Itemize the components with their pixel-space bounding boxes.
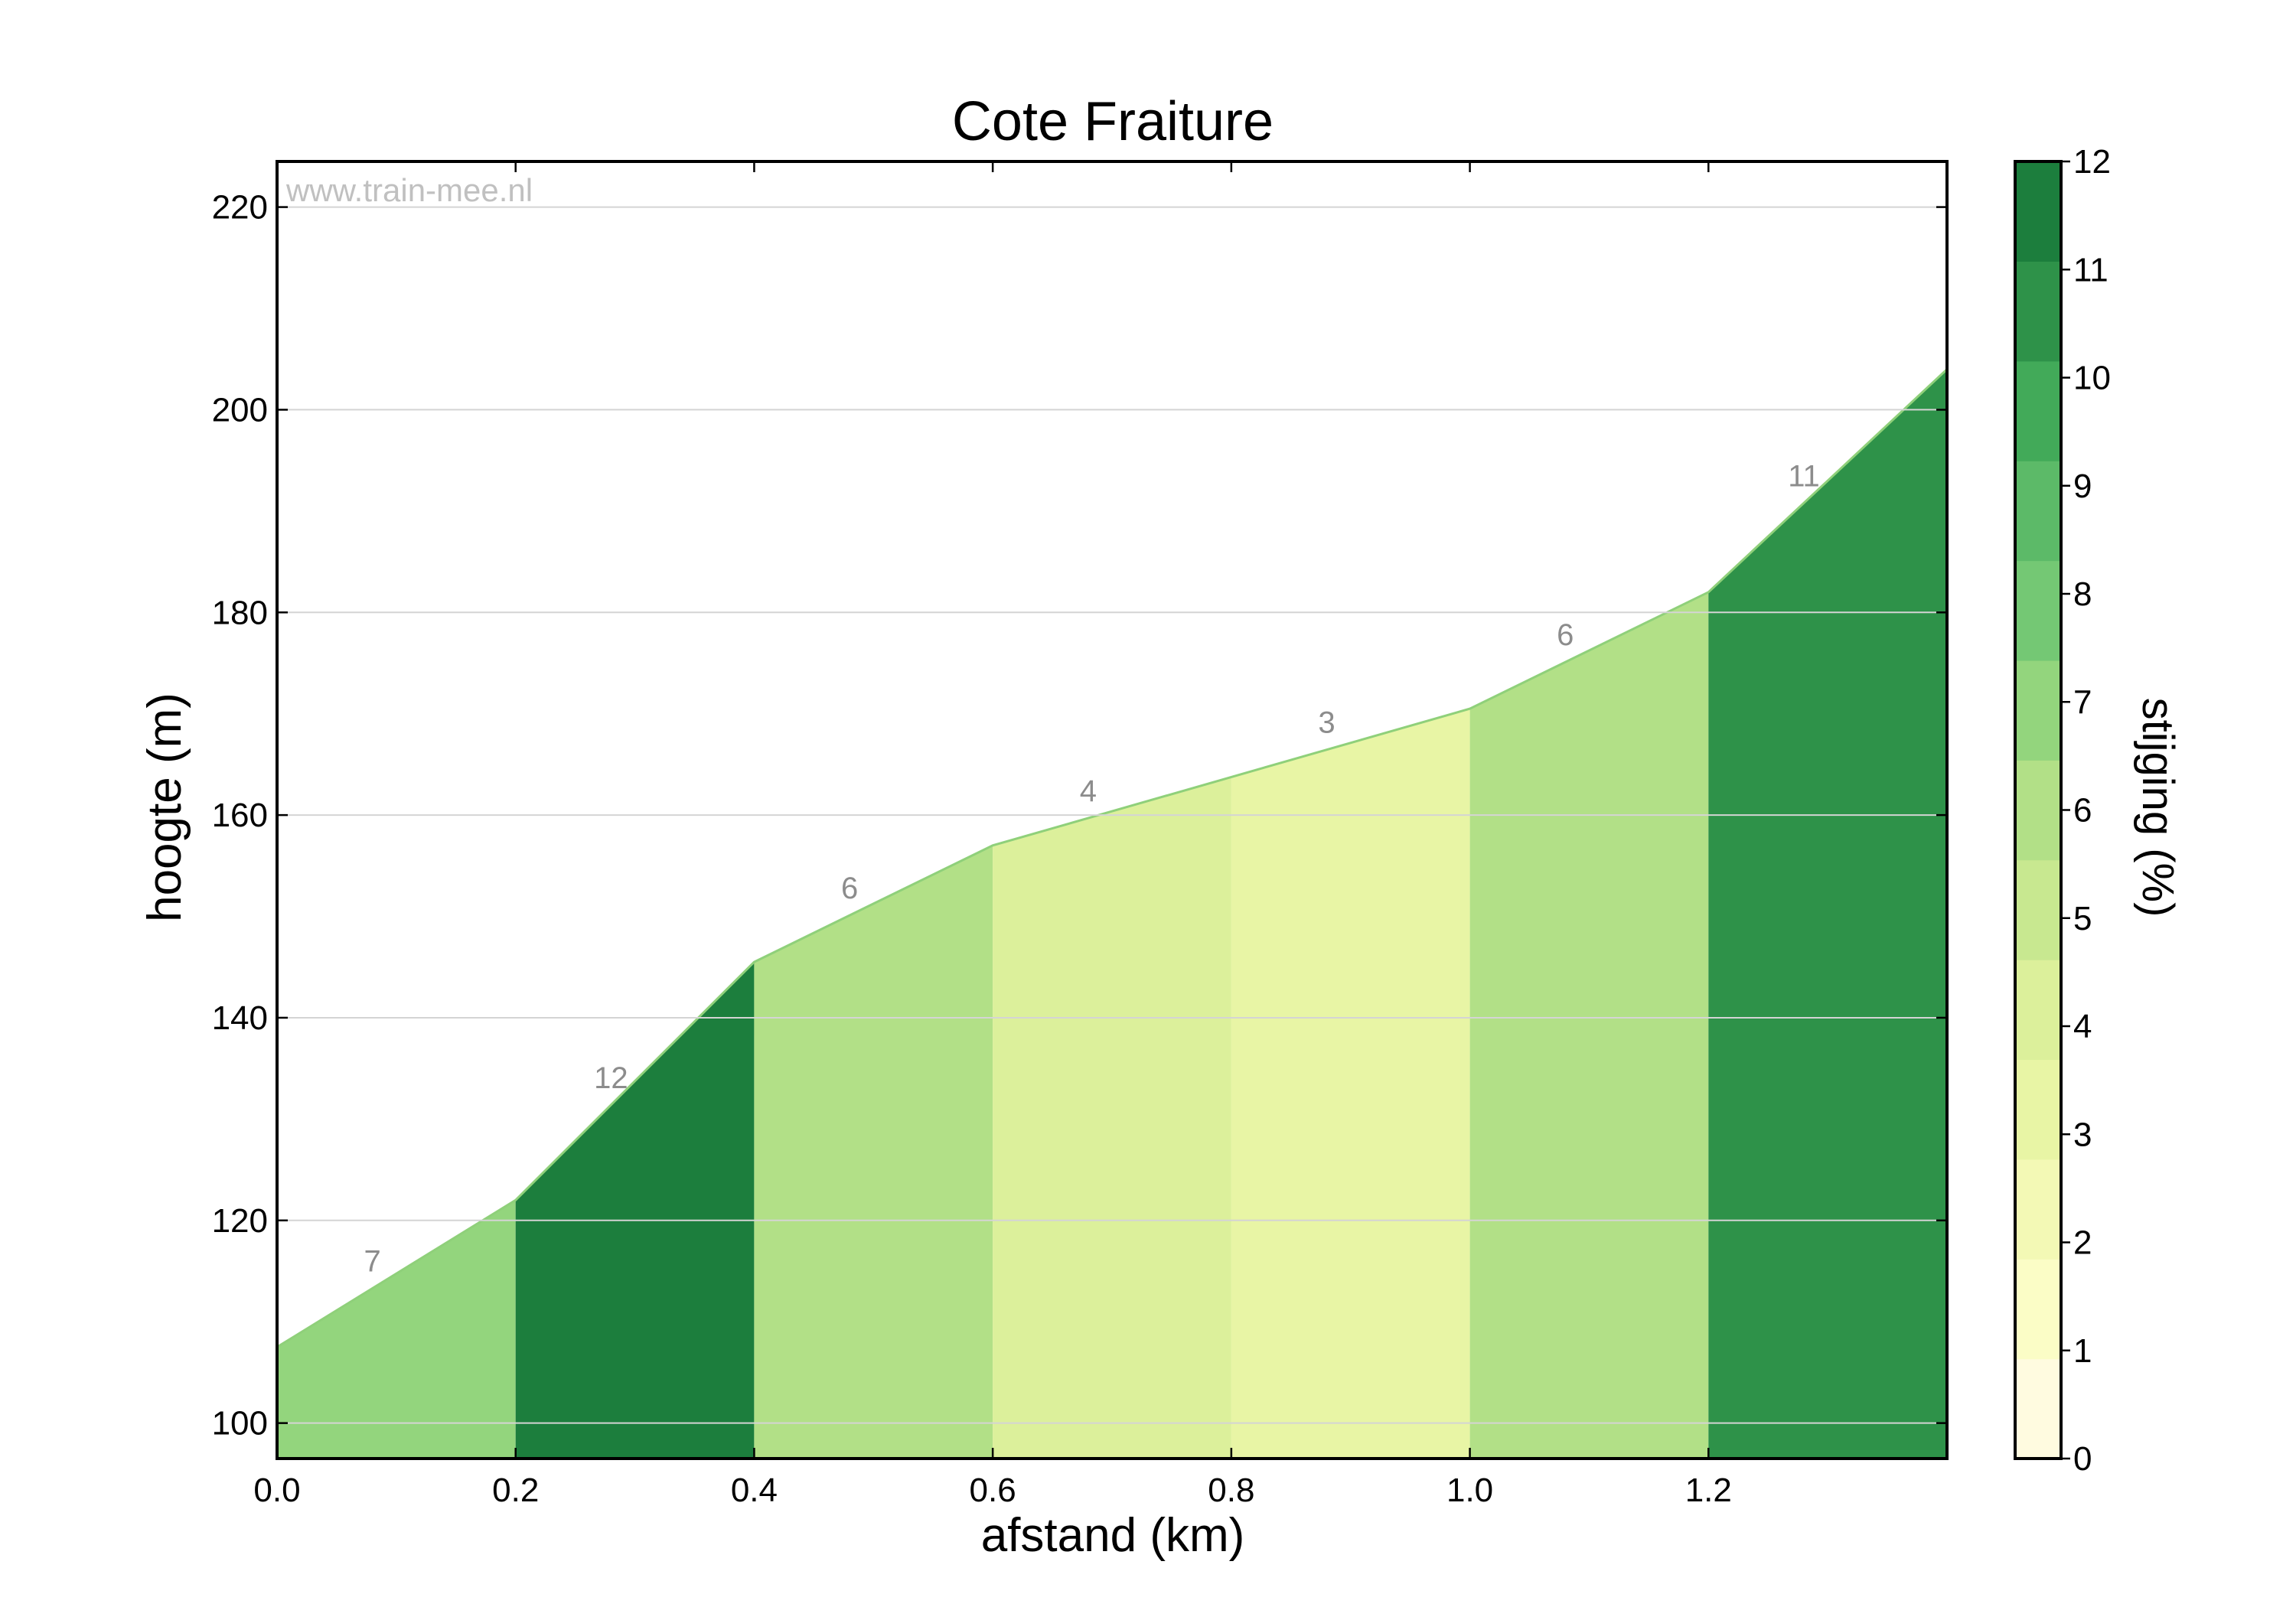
- colorbar-tick-label-7: 7: [2073, 683, 2092, 721]
- colorbar-band-10: [2015, 360, 2061, 461]
- colorbar-tick-label-4: 4: [2073, 1008, 2092, 1045]
- colorbar-tick-label-2: 2: [2073, 1224, 2092, 1262]
- plot-frame: [276, 160, 1949, 1460]
- colorbar-band-1: [2015, 1259, 2061, 1360]
- plot-border: [276, 160, 1949, 1460]
- colorbar-band-2: [2015, 1159, 2061, 1260]
- colorbar-tick-label-8: 8: [2073, 575, 2092, 613]
- gradient-label-6: 6: [1557, 618, 1574, 652]
- colorbar-tick-label-10: 10: [2073, 360, 2111, 397]
- profile-line: [276, 368, 1949, 1348]
- x-tick-label-0.4: 0.4: [731, 1472, 778, 1509]
- segment-fill-1: [277, 1200, 516, 1459]
- colorbar-band-0: [2015, 1358, 2061, 1459]
- colorbar-band-11: [2015, 261, 2061, 362]
- colorbar-band-5: [2015, 859, 2061, 960]
- segment-fill-2: [515, 962, 755, 1459]
- plot-area: [276, 368, 1949, 1459]
- colorbar-tick-label-12: 12: [2073, 143, 2111, 181]
- y-tick-label-100: 100: [212, 1405, 268, 1442]
- x-tick-label-1.0: 1.0: [1446, 1472, 1493, 1509]
- gradient-label-2: 12: [594, 1061, 628, 1095]
- y-tick-label-200: 200: [212, 391, 268, 429]
- colorbar-band-9: [2015, 461, 2061, 562]
- colorbar-tick-label-1: 1: [2073, 1332, 2092, 1370]
- x-tick-label-0.2: 0.2: [492, 1472, 539, 1509]
- colorbar-tick-label-9: 9: [2073, 468, 2092, 505]
- segment-fill-5: [1231, 709, 1470, 1459]
- segment-fill-6: [1469, 592, 1709, 1459]
- y-tick-label-160: 160: [212, 797, 268, 834]
- gradient-label-1: 7: [364, 1245, 381, 1279]
- colorbar-tick-label-5: 5: [2073, 900, 2092, 937]
- x-tick-label-0.8: 0.8: [1208, 1472, 1254, 1509]
- colorbar-band-12: [2015, 161, 2061, 262]
- y-tick-label-220: 220: [212, 189, 268, 227]
- segment-fill-7: [1708, 369, 1947, 1459]
- colorbar-tick-label-0: 0: [2073, 1440, 2092, 1478]
- gradient-labels: 7 12 6 4 3 6 11: [364, 459, 1820, 1278]
- gradient-label-7: 11: [1788, 459, 1820, 493]
- y-axis-label: hoogte (m): [139, 693, 191, 922]
- gridlines: [277, 206, 1947, 1424]
- segment-fill-3: [754, 845, 993, 1459]
- y-tick-label-120: 120: [212, 1202, 268, 1240]
- x-axis-label: afstand (km): [981, 1509, 1245, 1562]
- watermark: www.train-mee.nl: [285, 172, 533, 208]
- colorbar-tick-label-3: 3: [2073, 1116, 2092, 1153]
- colorbar-band-4: [2015, 960, 2061, 1061]
- colorbar-tick-label-6: 6: [2073, 792, 2092, 830]
- gradient-label-5: 3: [1318, 706, 1335, 740]
- colorbar-label: stijging (%): [2133, 698, 2183, 918]
- segment-fill-4: [993, 777, 1231, 1459]
- x-tick-label-1.2: 1.2: [1685, 1472, 1732, 1509]
- x-tick-label-0.0: 0.0: [253, 1472, 300, 1509]
- colorbar-tick-label-11: 11: [2073, 251, 2108, 288]
- colorbar-band-3: [2015, 1059, 2061, 1160]
- y-tick-label-180: 180: [212, 594, 268, 631]
- colorbar-band-8: [2015, 560, 2061, 661]
- colorbar-band-7: [2015, 660, 2061, 761]
- gradient-label-4: 4: [1080, 774, 1097, 808]
- chart-title: Cote Fraiture: [952, 91, 1274, 152]
- gradient-label-3: 6: [841, 872, 858, 905]
- x-tick-label-0.6: 0.6: [970, 1472, 1016, 1509]
- colorbar-band-6: [2015, 760, 2061, 861]
- y-tick-label-140: 140: [212, 999, 268, 1037]
- axes: 0.0 0.2 0.4 0.6 0.8 1.0 1.2 100 120 140 160 180 200 2…: [212, 161, 1947, 1509]
